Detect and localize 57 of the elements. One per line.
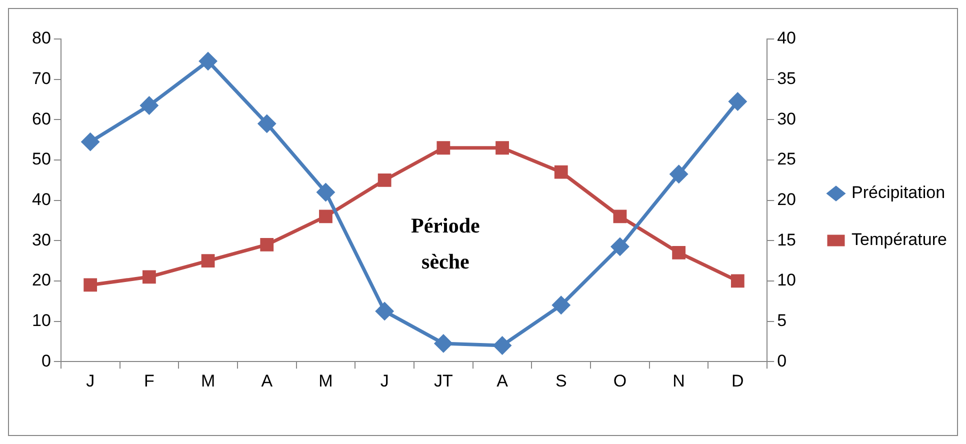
point <box>672 246 686 260</box>
x-tick-label: A <box>496 371 509 390</box>
x-tick-label: S <box>555 371 567 390</box>
y2-tick-label: 5 <box>777 310 787 330</box>
point <box>436 141 450 155</box>
point <box>84 278 98 292</box>
x-tick-label: J <box>86 371 95 390</box>
y2-tick-label: 0 <box>777 351 787 370</box>
point <box>496 141 509 155</box>
point <box>376 302 394 320</box>
y-tick-label: 60 <box>32 109 51 128</box>
y-tick-label: 30 <box>32 230 51 250</box>
y-tick-label: 50 <box>32 150 51 169</box>
y2-tick-label: 40 <box>777 28 796 48</box>
point <box>434 334 452 352</box>
y-tick-label: 0 <box>41 351 51 370</box>
point <box>82 133 100 151</box>
y2-tick-label: 25 <box>777 150 796 169</box>
point <box>319 210 332 224</box>
point <box>140 96 158 114</box>
legend-label: Précipitation <box>852 183 946 202</box>
point <box>258 114 276 132</box>
point <box>260 238 274 252</box>
y-tick-label: 70 <box>32 69 51 88</box>
x-tick-label: J <box>380 371 389 390</box>
y2-tick-label: 20 <box>777 190 796 209</box>
point <box>730 274 744 288</box>
point <box>613 210 627 224</box>
point <box>316 183 334 201</box>
point <box>611 238 629 256</box>
legend-label: Température <box>852 230 947 250</box>
y-tick-label: 20 <box>32 270 51 290</box>
x-tick-label: D <box>732 371 744 390</box>
y2-tick-label: 10 <box>777 270 796 290</box>
y-tick-label: 10 <box>32 310 51 330</box>
point <box>552 296 570 314</box>
y2-tick-label: 35 <box>777 69 796 88</box>
point <box>554 165 568 179</box>
point <box>494 336 512 354</box>
x-tick-label: M <box>318 371 333 390</box>
point <box>199 52 217 70</box>
x-tick-label: F <box>144 371 154 390</box>
x-tick-label: JT <box>434 371 453 390</box>
point <box>142 270 156 284</box>
y-tick-label: 40 <box>32 190 51 209</box>
y2-tick-label: 30 <box>777 109 796 128</box>
x-tick-label: N <box>672 371 685 390</box>
y-tick-label: 80 <box>32 28 51 48</box>
x-tick-label: A <box>261 371 274 390</box>
x-tick-label: O <box>613 371 627 390</box>
point <box>201 254 215 268</box>
annotation: Période sèche <box>411 214 480 274</box>
x-tick-label: M <box>200 371 216 390</box>
point <box>728 92 746 110</box>
point <box>378 173 392 187</box>
point <box>670 165 688 183</box>
y2-tick-label: 15 <box>777 230 796 250</box>
